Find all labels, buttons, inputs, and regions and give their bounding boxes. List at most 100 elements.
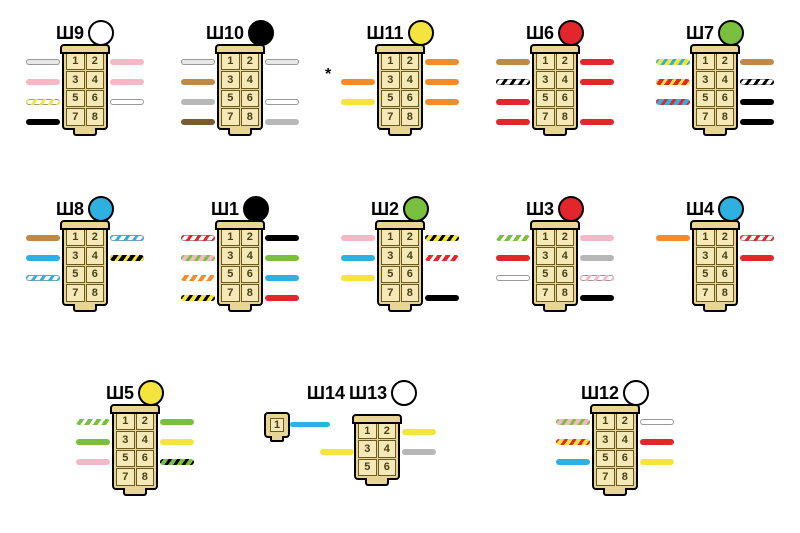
connector-Ш8: Ш812345678 (10, 196, 160, 314)
wires-left (656, 228, 690, 308)
wire (181, 99, 215, 105)
wires-right (265, 228, 299, 308)
pin: 3 (696, 71, 715, 89)
wire (265, 295, 299, 301)
wires-right (425, 52, 459, 132)
plug-body: 12345678 (532, 50, 578, 130)
wire (110, 255, 144, 261)
wire (320, 449, 354, 455)
pin: 6 (556, 266, 575, 284)
pin: 2 (716, 228, 735, 246)
pin: 1 (381, 52, 400, 70)
pin: 8 (716, 108, 735, 126)
plug-body: 12345678 (377, 50, 423, 130)
wire (496, 79, 530, 85)
pin: 1 (66, 52, 85, 70)
pin: 8 (716, 284, 735, 302)
color-dot (248, 20, 274, 46)
pin: 4 (378, 440, 397, 457)
pin: 8 (401, 108, 420, 126)
pin: 3 (221, 71, 240, 89)
wires-right (160, 412, 194, 492)
pin: 7 (536, 108, 555, 126)
pin: 3 (536, 71, 555, 89)
color-dot (403, 196, 429, 222)
pin: 4 (556, 71, 575, 89)
pin: 1 (221, 52, 240, 70)
pin: 3 (381, 247, 400, 265)
wire (496, 275, 530, 281)
connector-label: Ш5 (106, 383, 134, 404)
wire (26, 119, 60, 125)
pin: 4 (401, 247, 420, 265)
connector-label: Ш12 (581, 383, 619, 404)
wire (265, 59, 299, 65)
wire (76, 459, 110, 465)
pin: 4 (241, 71, 260, 89)
wire (640, 439, 674, 445)
connector-label: Ш8 (56, 199, 84, 220)
pin: 2 (616, 412, 635, 430)
pin: 7 (381, 284, 400, 302)
wire (656, 99, 690, 105)
wires-right (580, 228, 614, 308)
pin: 1 (536, 52, 555, 70)
pin: 5 (66, 90, 85, 108)
pin: 4 (716, 247, 735, 265)
wire (110, 79, 144, 85)
color-dot (623, 380, 649, 406)
wire (341, 235, 375, 241)
wire (580, 275, 614, 281)
pin: 7 (66, 108, 85, 126)
pin: 5 (381, 266, 400, 284)
wire (496, 235, 530, 241)
pin: 2 (86, 228, 105, 246)
asterisk: * (325, 66, 331, 84)
wire (341, 275, 375, 281)
wire (181, 255, 215, 261)
pin: 2 (556, 228, 575, 246)
wire (26, 255, 60, 261)
wire (556, 459, 590, 465)
wire (656, 59, 690, 65)
pin: 7 (116, 468, 135, 486)
wire (160, 419, 194, 425)
wire (402, 449, 436, 455)
connector-label: Ш13 (349, 383, 387, 404)
pin: 3 (596, 431, 615, 449)
pin: 5 (696, 266, 715, 284)
color-dot (408, 20, 434, 46)
pin: 4 (716, 71, 735, 89)
wire (160, 459, 194, 465)
pin: 3 (66, 247, 85, 265)
wires-left (496, 52, 530, 132)
wire (740, 255, 774, 261)
connector-Ш6: Ш612345678 (480, 20, 630, 138)
wire (425, 235, 459, 241)
pin: 6 (616, 450, 635, 468)
pin: 5 (696, 90, 715, 108)
wires-right (425, 228, 459, 308)
pin: 5 (221, 266, 240, 284)
pin: 8 (556, 284, 575, 302)
pin: 6 (241, 90, 260, 108)
wire (740, 59, 774, 65)
wires-right (110, 228, 144, 308)
pin: 5 (536, 90, 555, 108)
pin: 5 (381, 90, 400, 108)
connector-label: Ш11 (366, 23, 403, 44)
connector-Ш12: Ш1212345678 (540, 380, 690, 498)
pin: 5 (66, 266, 85, 284)
connector-label: Ш9 (56, 23, 84, 44)
wire (402, 429, 436, 435)
wire (640, 419, 674, 425)
connector-Ш3: Ш312345678 (480, 196, 630, 314)
pin: 7 (381, 108, 400, 126)
pin: 2 (241, 52, 260, 70)
pin: 2 (716, 52, 735, 70)
wires-left (26, 52, 60, 132)
plug-body: 12345678 (532, 226, 578, 306)
wire (26, 275, 60, 281)
color-dot (558, 20, 584, 46)
pin: 3 (358, 440, 377, 457)
